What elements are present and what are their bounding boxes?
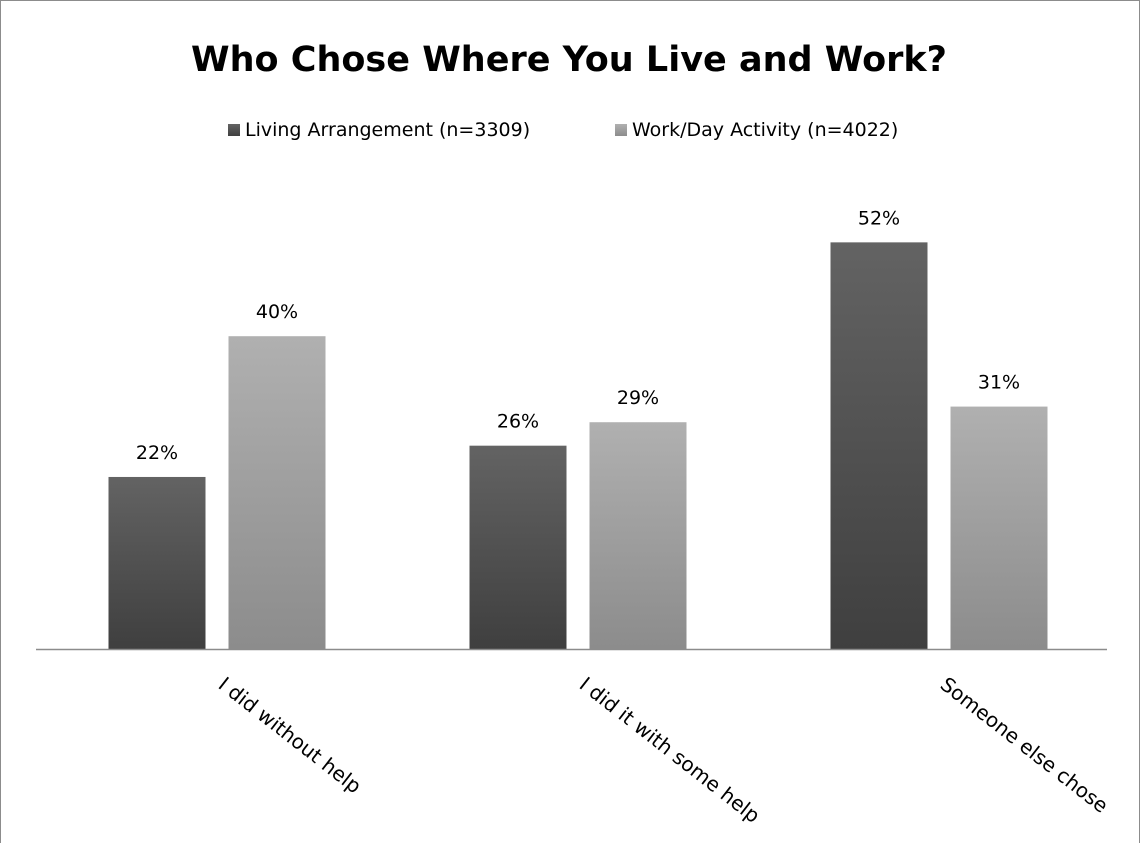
chart-title: Who Chose Where You Live and Work? bbox=[191, 40, 947, 80]
bar-living-1 bbox=[108, 476, 206, 649]
bar-work-3 bbox=[950, 406, 1048, 649]
data-label-living-3: 52% bbox=[858, 207, 900, 229]
x-tick-label-1: I did without help bbox=[214, 672, 366, 798]
data-label-work-3: 31% bbox=[978, 372, 1020, 394]
legend: Living Arrangement (n=3309) Work/Day Act… bbox=[228, 119, 898, 141]
bar-living-2 bbox=[469, 445, 567, 649]
data-label-work-2: 29% bbox=[617, 387, 659, 409]
plot-area: 22% 40% I did without help 26% 29% I did it w… bbox=[36, 207, 1113, 828]
bar-work-1 bbox=[228, 336, 326, 649]
data-label-living-2: 26% bbox=[497, 411, 539, 433]
bar-living-3 bbox=[830, 242, 928, 650]
data-label-work-1: 40% bbox=[256, 301, 298, 323]
legend-label-living: Living Arrangement (n=3309) bbox=[245, 119, 530, 141]
legend-label-work: Work/Day Activity (n=4022) bbox=[632, 119, 898, 141]
data-label-living-1: 22% bbox=[136, 442, 178, 464]
legend-swatch-work bbox=[615, 124, 627, 136]
legend-swatch-living bbox=[228, 124, 240, 136]
x-tick-label-2: I did it with some help bbox=[575, 672, 765, 828]
bar-work-2 bbox=[589, 422, 687, 649]
x-tick-label-3: Someone else chose bbox=[936, 672, 1113, 818]
